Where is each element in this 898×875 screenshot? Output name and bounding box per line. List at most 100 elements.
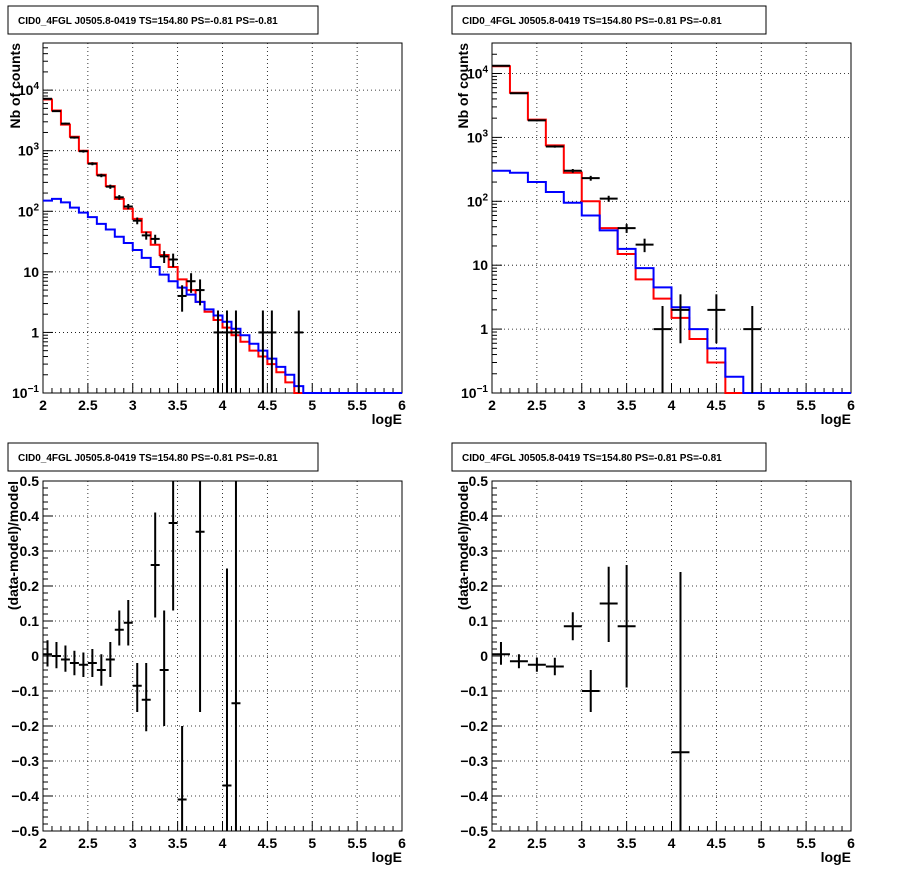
data-point: [186, 273, 196, 293]
data-point: [635, 238, 654, 253]
data-point: [563, 612, 582, 641]
x-tick-label: 3: [578, 835, 586, 851]
x-tick-label: 5.5: [796, 397, 816, 413]
x-axis-label: logE: [821, 411, 851, 427]
x-tick-label: 5.5: [796, 835, 816, 851]
component-model-step-line: [492, 169, 851, 394]
x-tick-label: 2: [39, 835, 47, 851]
y-tick-label: −0.4: [460, 788, 488, 804]
x-tick-label: 5: [308, 835, 316, 851]
data-point: [707, 294, 726, 344]
data-point: [258, 310, 268, 393]
data-point: [123, 203, 133, 210]
data-point: [563, 169, 582, 173]
x-tick-label: 4: [219, 397, 227, 413]
x-tick-label: 3.5: [617, 835, 637, 851]
x-tick-label: 5.5: [347, 397, 367, 413]
y-tick-label: 0.3: [469, 543, 489, 559]
plot-title: CID0_4FGL J0505.8-0419 TS=154.80 PS=-0.8…: [462, 16, 722, 27]
data-point: [60, 122, 70, 125]
data-point: [581, 670, 600, 712]
x-tick-label: 3: [578, 397, 586, 413]
title-box: [451, 5, 767, 35]
plot-title: CID0_4FGL J0505.8-0419 TS=154.80 PS=-0.8…: [462, 453, 722, 464]
x-tick-label: 4.5: [707, 397, 727, 413]
data-point: [150, 234, 160, 244]
data-point: [114, 610, 124, 646]
data-point: [78, 652, 88, 677]
x-tick-label: 4.5: [707, 835, 727, 851]
y-tick-label: 104: [18, 81, 40, 98]
x-tick-label: 6: [398, 397, 406, 413]
data-point: [43, 640, 52, 667]
x-tick-label: 3.5: [617, 397, 637, 413]
data-point: [96, 173, 106, 178]
x-tick-label: 4: [668, 835, 676, 851]
data-point: [599, 566, 618, 642]
data-point: [69, 136, 79, 139]
data-point: [141, 231, 151, 240]
title-box: [7, 5, 319, 35]
data-point: [231, 310, 241, 393]
data-point: [492, 642, 510, 665]
data-point: [141, 663, 151, 732]
data-point: [671, 294, 690, 344]
y-tick-label: 1: [480, 321, 488, 337]
y-tick-label: 103: [467, 128, 489, 145]
x-tick-label: 4: [219, 835, 227, 851]
data-point: [671, 572, 690, 831]
x-tick-label: 4: [668, 397, 676, 413]
grid: [43, 481, 402, 831]
grid: [492, 481, 851, 831]
x-tick-label: 3.5: [168, 397, 188, 413]
data-point: [545, 145, 564, 148]
x-tick-label: 3: [129, 397, 137, 413]
y-tick-label: 0: [480, 648, 488, 664]
data-point: [527, 119, 546, 122]
x-tick-label: 5.5: [347, 835, 367, 851]
y-tick-label: −0.5: [460, 823, 488, 839]
y-tick-label: −0.3: [11, 753, 39, 769]
data-point: [222, 568, 232, 831]
x-tick-label: 2.5: [78, 835, 98, 851]
data-points: [492, 565, 690, 831]
y-tick-label: −0.1: [11, 683, 39, 699]
title-box: [7, 442, 319, 472]
y-tick-label: 102: [467, 192, 489, 209]
data-point: [213, 310, 223, 393]
data-point: [177, 285, 187, 312]
data-point: [123, 600, 133, 646]
data-point: [87, 649, 97, 677]
data-point: [653, 305, 672, 393]
y-tick-label: 104: [467, 64, 489, 81]
x-axis-label: logE: [372, 411, 402, 427]
y-tick-label: 0.2: [20, 578, 40, 594]
data-point: [132, 217, 142, 225]
plot-title: CID0_4FGL J0505.8-0419 TS=154.80 PS=-0.8…: [18, 453, 278, 464]
y-tick-label: 10−1: [12, 384, 39, 401]
data-point: [159, 251, 169, 264]
y-tick-label: −0.1: [460, 683, 488, 699]
data-point: [231, 481, 241, 831]
y-tick-label: −0.5: [11, 823, 39, 839]
y-tick-label: 0.4: [20, 508, 40, 524]
data-point: [150, 512, 160, 618]
data-point: [114, 195, 124, 200]
y-tick-label: −0.3: [460, 753, 488, 769]
data-point: [132, 663, 142, 712]
x-tick-label: 6: [398, 835, 406, 851]
data-point: [195, 481, 205, 712]
y-tick-label: 0.1: [469, 613, 489, 629]
plot-title: CID0_4FGL J0505.8-0419 TS=154.80 PS=-0.8…: [18, 16, 278, 27]
data-point: [96, 654, 106, 686]
x-tick-label: 6: [847, 835, 855, 851]
data-point: [492, 64, 510, 67]
x-axis-label: logE: [372, 849, 402, 865]
y-tick-label: 0.1: [20, 613, 40, 629]
title-box: [451, 442, 767, 472]
plot-4: CID0_4FGL J0505.8-0419 TS=154.80 PS=-0.8…: [451, 442, 855, 865]
y-tick-label: 102: [18, 202, 40, 219]
y-tick-label: 1: [31, 324, 39, 340]
data-point: [581, 175, 600, 181]
x-tick-label: 5: [757, 397, 765, 413]
